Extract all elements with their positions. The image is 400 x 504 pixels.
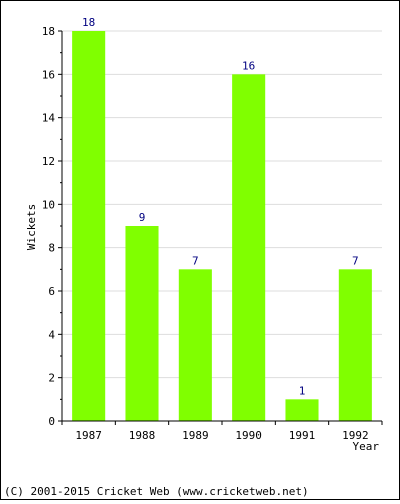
bar [338, 269, 372, 421]
bar [285, 399, 319, 421]
y-tick-label: 4 [48, 328, 55, 341]
bar [232, 74, 266, 421]
x-tick-label: 1991 [289, 429, 316, 442]
bar-value-label: 16 [242, 59, 255, 72]
x-axis-title: Year [353, 440, 380, 453]
axes [58, 30, 383, 425]
x-tick-label: 1988 [129, 429, 156, 442]
bar-value-label: 18 [82, 16, 95, 29]
y-tick-label: 12 [42, 155, 55, 168]
bar-value-label: 1 [299, 384, 306, 397]
bar-value-label: 9 [139, 211, 146, 224]
y-axis-title: Wickets [25, 204, 38, 250]
y-tick-label: 0 [48, 415, 55, 428]
x-tick-label: 1989 [182, 429, 209, 442]
labels: 0 2 4 6 8 10 12 14 16 18 18 1987 9 1988 7 1989 16 1990 1 19… [42, 16, 369, 442]
y-tick-label: 16 [42, 68, 55, 81]
x-tick-label: 1987 [75, 429, 102, 442]
y-tick-label: 14 [42, 112, 56, 125]
bar-value-label: 7 [192, 254, 199, 267]
bar [125, 226, 159, 421]
bar [72, 31, 106, 421]
x-tick-label: 1992 [342, 429, 369, 442]
bar [178, 269, 212, 421]
grid-lines [62, 30, 382, 379]
y-tick-label: 10 [42, 198, 55, 211]
copyright-footer: (C) 2001-2015 Cricket Web (www.cricketwe… [4, 485, 309, 498]
bars [72, 31, 372, 421]
y-tick-label: 2 [48, 372, 55, 385]
x-tick-label: 1990 [235, 429, 262, 442]
y-tick-label: 18 [42, 25, 55, 38]
y-tick-label: 8 [48, 242, 55, 255]
y-tick-label: 6 [48, 285, 55, 298]
bar-value-label: 7 [352, 254, 359, 267]
